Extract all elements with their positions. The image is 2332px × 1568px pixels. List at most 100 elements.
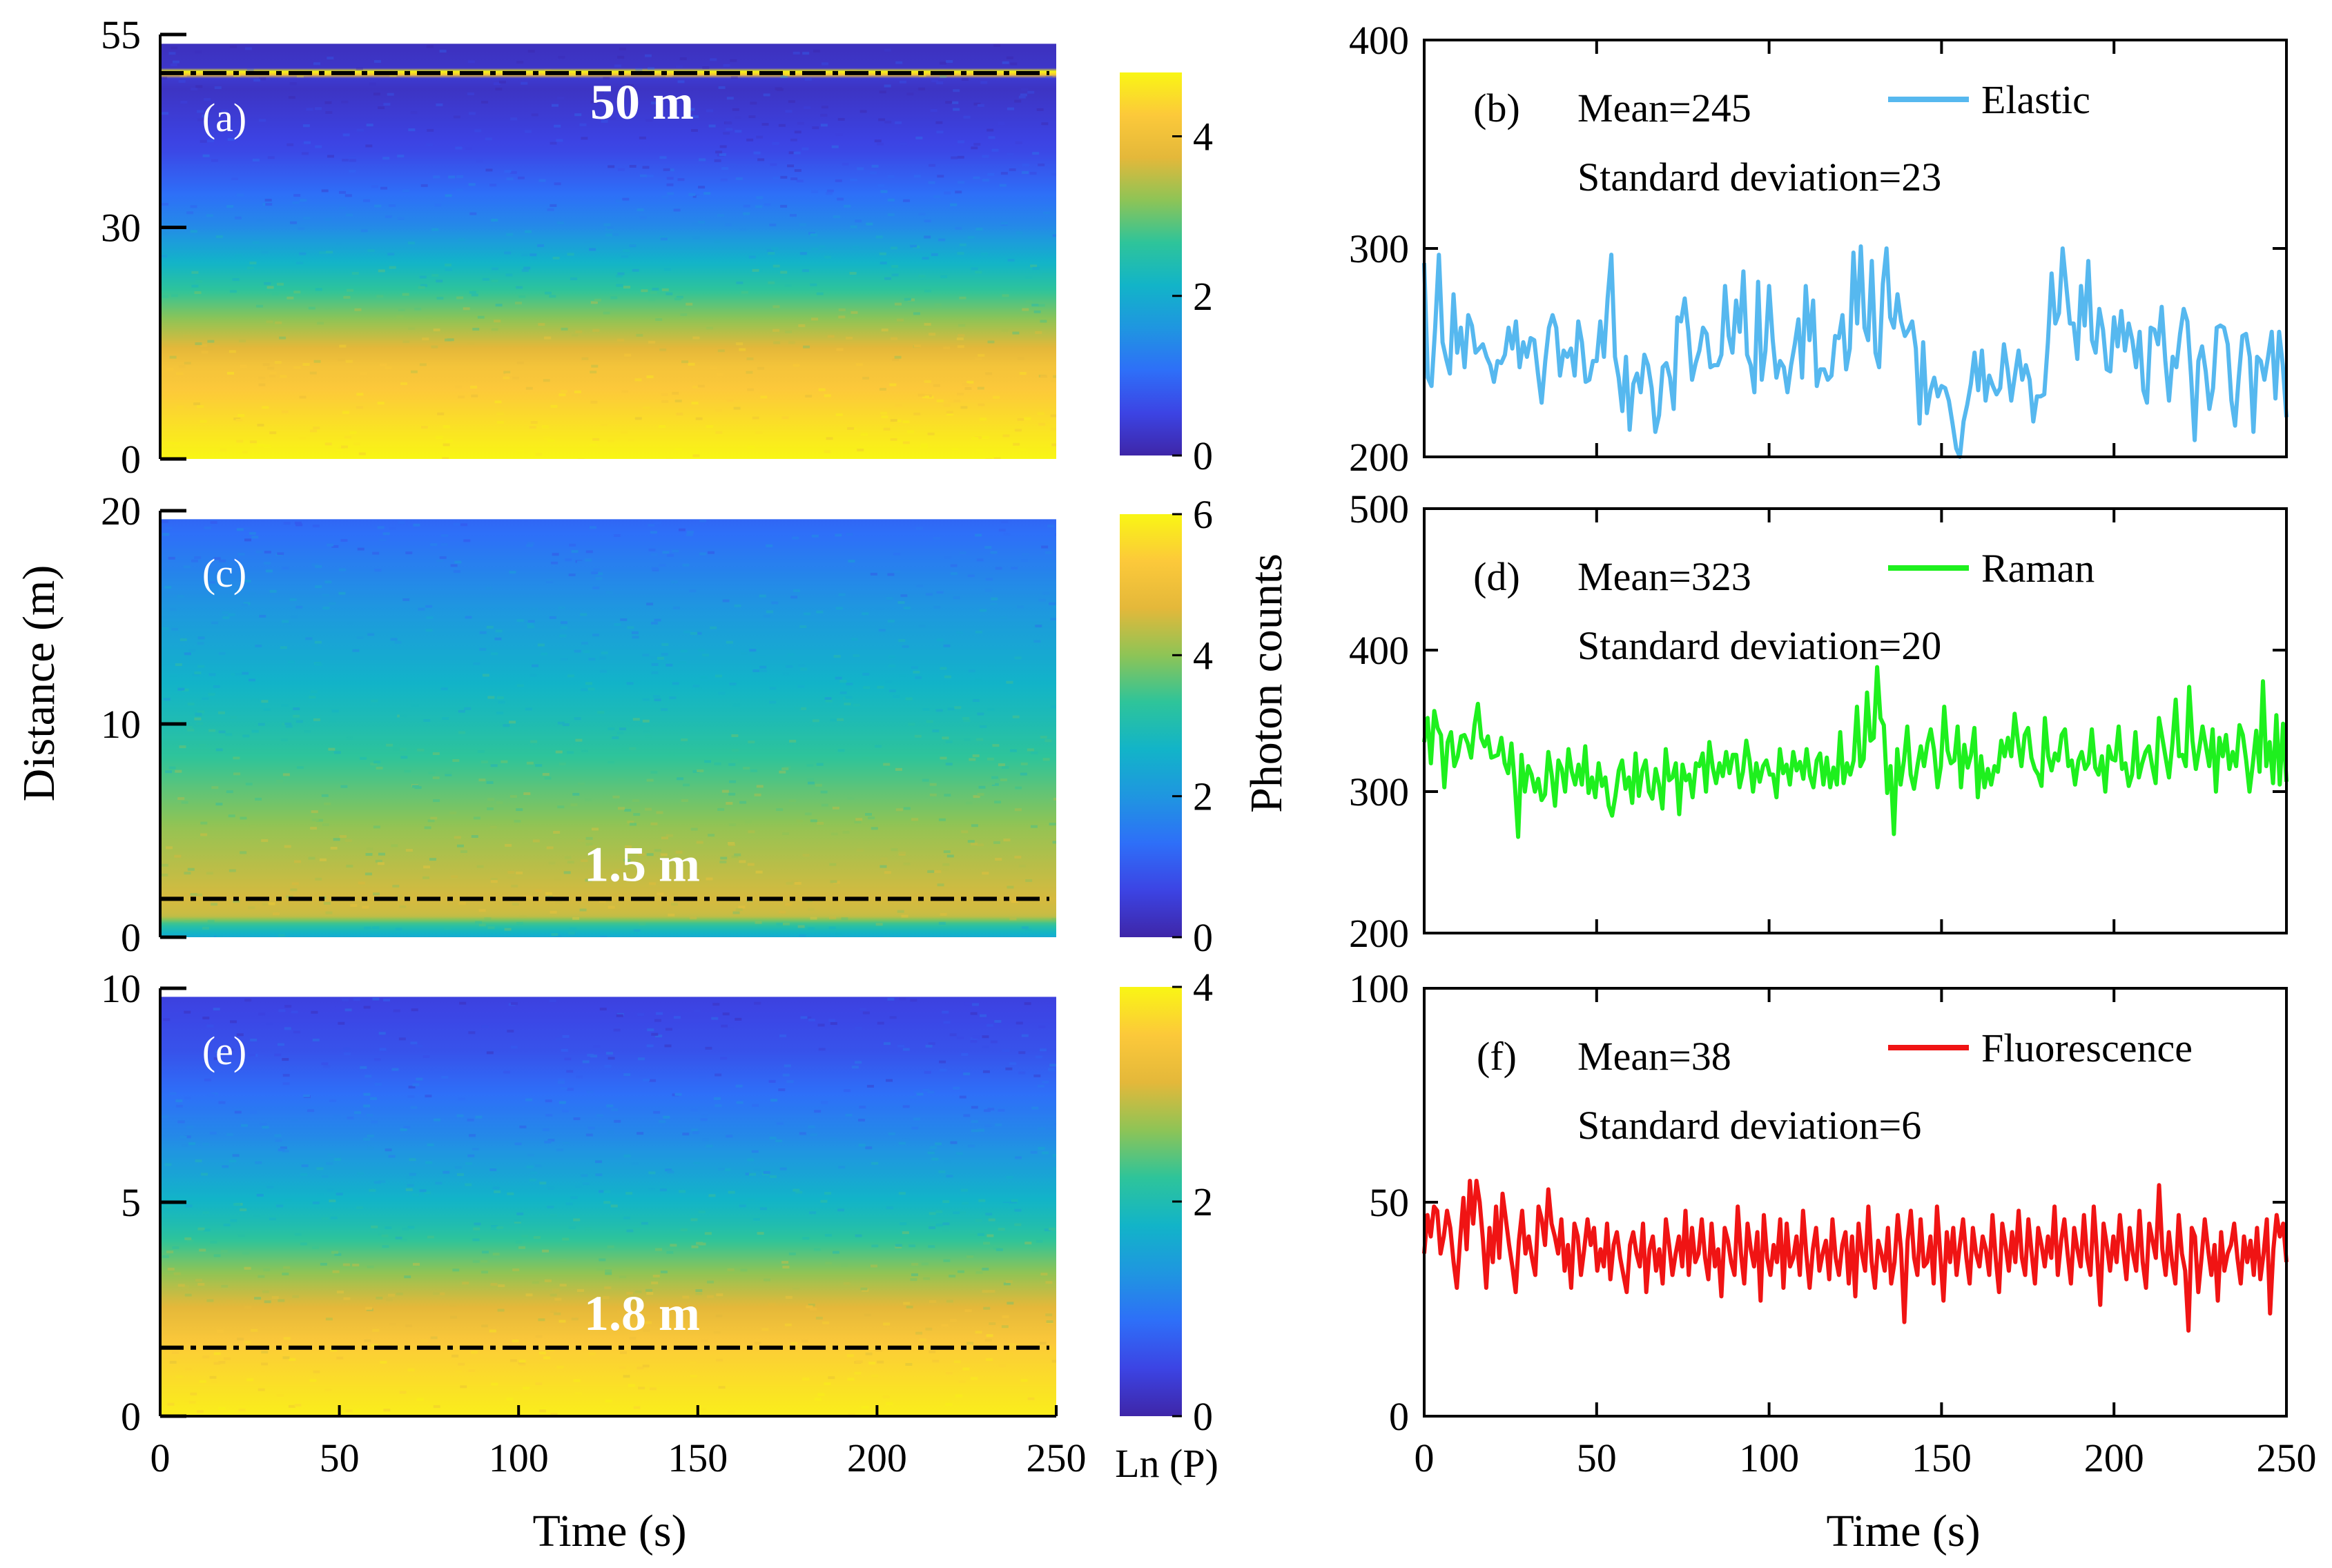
speckle xyxy=(174,854,182,858)
speckle xyxy=(820,113,828,117)
speckle xyxy=(538,179,546,182)
speckle xyxy=(544,1279,552,1282)
speckle xyxy=(228,814,235,818)
speckle xyxy=(342,133,350,137)
speckle xyxy=(491,280,498,283)
speckle xyxy=(623,1073,631,1077)
speckle xyxy=(936,81,944,85)
speckle xyxy=(343,1297,351,1300)
speckle xyxy=(314,640,322,644)
speckle xyxy=(851,311,858,314)
speckle xyxy=(268,902,275,905)
speckle xyxy=(637,1366,644,1370)
speckle xyxy=(282,1074,290,1077)
speckle xyxy=(327,1153,335,1157)
speckle xyxy=(277,1043,284,1046)
speckle xyxy=(938,238,946,242)
speckle xyxy=(467,1154,475,1157)
speckle xyxy=(426,45,434,48)
speckle xyxy=(723,1168,731,1171)
speckle xyxy=(529,253,537,257)
speckle xyxy=(717,349,725,353)
speckle xyxy=(550,1310,557,1313)
speckle xyxy=(692,90,700,93)
speckle xyxy=(959,243,966,246)
speckle xyxy=(438,1292,445,1295)
speckle xyxy=(632,798,639,802)
speckle xyxy=(1038,1146,1045,1150)
speckle xyxy=(914,734,922,738)
speckle xyxy=(264,199,272,202)
speckle xyxy=(1021,559,1029,562)
speckle xyxy=(444,338,451,342)
speckle xyxy=(987,1108,995,1111)
speckle xyxy=(249,440,257,444)
speckle xyxy=(852,246,859,249)
speckle xyxy=(887,175,895,179)
speckle xyxy=(371,185,378,188)
speckle xyxy=(329,1099,336,1102)
speckle xyxy=(1005,1280,1013,1284)
speckle xyxy=(848,308,856,312)
speckle xyxy=(638,1386,645,1390)
speckle xyxy=(902,420,910,424)
speckle xyxy=(538,1351,546,1355)
panel-label-f: (f) xyxy=(1477,1034,1517,1079)
speckle xyxy=(262,363,270,366)
speckle xyxy=(465,1183,472,1186)
speckle xyxy=(844,703,851,706)
speckle xyxy=(186,1126,194,1129)
speckle xyxy=(922,395,930,399)
speckle xyxy=(610,296,618,300)
speckle xyxy=(785,903,793,906)
speckle xyxy=(768,1079,776,1083)
speckle xyxy=(450,564,458,567)
speckle xyxy=(498,1284,505,1287)
speckle xyxy=(1033,1074,1041,1077)
speckle xyxy=(342,1263,350,1266)
speckle xyxy=(261,1362,269,1366)
speckle xyxy=(830,718,837,722)
speckle xyxy=(472,1260,480,1263)
speckle xyxy=(544,336,552,340)
speckle xyxy=(552,256,560,259)
speckle xyxy=(591,364,599,368)
speckle xyxy=(793,51,800,55)
speckle xyxy=(468,1369,476,1373)
speckle xyxy=(973,795,980,798)
speckle xyxy=(262,202,270,206)
speckle xyxy=(1006,1175,1013,1179)
speckle xyxy=(817,821,824,825)
speckle xyxy=(458,395,465,399)
speckle xyxy=(610,1204,618,1208)
speckle xyxy=(283,1266,291,1269)
speckle xyxy=(333,838,340,841)
speckle xyxy=(198,743,206,747)
speckle xyxy=(418,607,425,611)
speckle xyxy=(847,1378,855,1381)
speckle xyxy=(308,856,315,860)
speckle xyxy=(749,649,757,652)
speckle xyxy=(232,1154,240,1157)
speckle xyxy=(887,198,895,202)
speckle xyxy=(812,126,819,130)
speckle xyxy=(810,283,817,286)
speckle xyxy=(899,997,906,1001)
speckle xyxy=(486,625,494,629)
speckle xyxy=(462,1282,469,1285)
speckle xyxy=(619,727,626,731)
speckle xyxy=(893,695,900,698)
speckle xyxy=(962,383,969,386)
speckle xyxy=(367,1265,374,1268)
speckle xyxy=(631,631,639,634)
speckle xyxy=(1025,879,1033,882)
speckle xyxy=(579,908,587,912)
speckle xyxy=(259,119,266,122)
speckle xyxy=(915,136,923,139)
speckle xyxy=(160,255,168,258)
speckle xyxy=(846,336,853,340)
speckle xyxy=(203,1228,211,1232)
speckle xyxy=(240,364,247,368)
speckle xyxy=(177,1120,185,1124)
